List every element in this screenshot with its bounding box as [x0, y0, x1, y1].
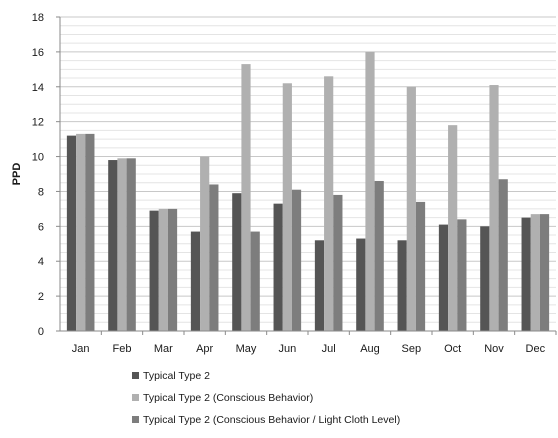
x-tick-label-nov: Nov — [484, 343, 504, 355]
x-tick-label-aug: Aug — [360, 343, 380, 355]
y-tick-labels: 0 2 4 6 8 10 12 14 16 18 — [32, 12, 60, 338]
y-tick-label: 8 — [38, 186, 44, 198]
y-tick-label: 18 — [32, 12, 44, 24]
bar-jun-series-1 — [273, 203, 283, 331]
x-tick-label-oct: Oct — [444, 343, 461, 355]
y-tick-label: 6 — [38, 221, 44, 233]
x-tick-label-may: May — [236, 343, 257, 355]
y-axis-label: PPD — [11, 163, 23, 186]
legend: Typical Type 2 Typical Type 2 (Conscious … — [132, 370, 400, 426]
bar-nov-series-3 — [498, 179, 508, 331]
bar-nov-series-2 — [489, 85, 499, 332]
x-tick-label-jul: Jul — [322, 343, 336, 355]
bar-feb-series-1 — [108, 160, 118, 331]
bar-oct-series-3 — [457, 219, 467, 331]
bar-aug-series-3 — [374, 180, 384, 331]
legend-swatch-2 — [132, 394, 139, 401]
y-tick-label: 2 — [38, 291, 44, 303]
bar-feb-series-2 — [117, 158, 127, 331]
bar-aug-series-1 — [356, 238, 366, 331]
bar-sep-series-3 — [415, 201, 426, 331]
x-tick-label-apr: Apr — [196, 343, 213, 355]
legend-swatch-3 — [132, 416, 139, 423]
bar-apr-series-1 — [190, 231, 201, 331]
bar-jan-series-2 — [76, 133, 86, 331]
bars — [66, 51, 550, 332]
bar-feb-series-3 — [126, 158, 136, 331]
bar-mar-series-1 — [149, 210, 159, 331]
y-tick-label: 0 — [38, 326, 44, 338]
bar-jun-series-3 — [291, 189, 302, 331]
bar-oct-series-1 — [438, 224, 449, 331]
x-tick-label-jan: Jan — [72, 343, 90, 355]
bar-dec-series-2 — [530, 214, 540, 331]
bar-may-series-2 — [241, 64, 251, 331]
bar-jul-series-1 — [314, 240, 325, 331]
bar-may-series-1 — [232, 193, 242, 331]
legend-swatch-1 — [132, 372, 139, 379]
legend-label-3: Typical Type 2 (Conscious Behavior / Lig… — [143, 414, 400, 426]
bar-apr-series-3 — [209, 184, 219, 331]
bar-mar-series-2 — [158, 208, 168, 331]
bar-sep-series-2 — [406, 86, 416, 332]
bar-jun-series-2 — [282, 83, 292, 332]
x-tick-label-mar: Mar — [154, 343, 173, 355]
x-tick-label-sep: Sep — [402, 343, 422, 355]
y-tick-label: 14 — [32, 82, 44, 94]
y-tick-label: 12 — [32, 117, 44, 129]
bar-oct-series-2 — [448, 125, 458, 332]
bar-may-series-3 — [250, 231, 260, 331]
y-tick-label: 10 — [32, 152, 44, 164]
legend-label-2: Typical Type 2 (Conscious Behavior) — [143, 392, 313, 404]
bar-apr-series-2 — [200, 156, 210, 331]
x-tick-label-feb: Feb — [113, 343, 132, 355]
bar-jul-series-2 — [324, 76, 334, 331]
bar-dec-series-1 — [521, 217, 531, 331]
x-tick-label-dec: Dec — [526, 343, 546, 355]
bar-mar-series-3 — [167, 208, 178, 331]
y-tick-label: 16 — [32, 47, 44, 59]
x-tick-label-jun: Jun — [278, 343, 296, 355]
bar-jan-series-1 — [66, 135, 77, 331]
bar-jan-series-3 — [85, 133, 95, 331]
bar-dec-series-3 — [539, 214, 550, 331]
bar-sep-series-1 — [397, 240, 407, 331]
bar-nov-series-1 — [480, 226, 490, 331]
y-tick-label: 4 — [38, 256, 44, 268]
gridlines — [60, 16, 556, 332]
bar-jul-series-3 — [333, 194, 343, 331]
x-tick-labels: Jan Feb Mar Apr May Jun Jul Aug Sep Oct Nov Dec — [72, 331, 557, 355]
legend-label-1: Typical Type 2 — [143, 370, 210, 382]
bar-aug-series-2 — [365, 51, 375, 332]
